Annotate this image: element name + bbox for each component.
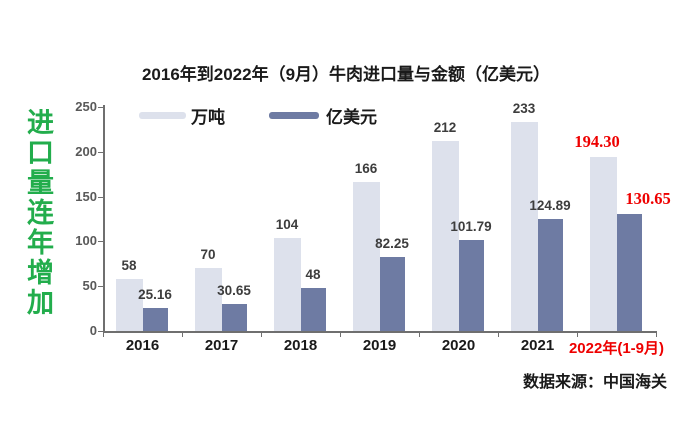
legend-label-amount: 亿美元 xyxy=(326,108,377,127)
bar-value-label: 130.65 xyxy=(625,188,671,208)
bar-value-label: 101.79 xyxy=(450,218,492,234)
y-axis-tick xyxy=(98,286,103,288)
x-axis-category-label: 2020 xyxy=(441,337,476,354)
x-axis-category-label: 2021 xyxy=(520,337,555,354)
x-axis-tick xyxy=(103,332,104,337)
x-axis-line xyxy=(103,331,657,333)
bar-value-label: 82.25 xyxy=(375,236,409,252)
left-banner-text: 进口量连年增加 xyxy=(23,108,53,318)
x-axis-category-label: 2019 xyxy=(362,337,397,354)
chart-title: 2016年到2022年（9月）牛肉进口量与金额（亿美元） xyxy=(141,65,551,84)
y-axis-tick xyxy=(98,151,103,153)
x-axis-tick xyxy=(182,332,183,337)
bar-volume-2022年(1-9月) xyxy=(589,156,617,331)
x-axis-category-label: 2018 xyxy=(283,337,318,354)
bar-value-label: 58 xyxy=(121,258,137,274)
bar-value-label: 166 xyxy=(354,161,378,177)
y-axis-tick-label: 100 xyxy=(75,233,97,249)
bar-value-label: 233 xyxy=(512,101,536,117)
bar-volume-2018 xyxy=(273,237,301,331)
bar-value-label: 124.89 xyxy=(529,198,571,214)
bar-value-label: 212 xyxy=(433,120,457,136)
x-axis-category-label: 2022年(1-9月) xyxy=(568,340,665,357)
x-axis-tick xyxy=(577,332,578,337)
bar-amount-2018 xyxy=(300,287,326,331)
bar-amount-2017 xyxy=(221,303,247,331)
y-axis-tick xyxy=(98,196,103,198)
legend-swatch-volume xyxy=(139,112,186,119)
bar-amount-2020 xyxy=(458,239,484,331)
x-axis-tick xyxy=(261,332,262,337)
y-axis-tick-label: 250 xyxy=(75,99,97,114)
bar-volume-2021 xyxy=(510,122,538,331)
bar-value-label: 48 xyxy=(305,266,321,282)
y-axis-tick-label: 50 xyxy=(82,278,97,294)
data-source-note: 数据来源：中国海关 xyxy=(522,374,667,391)
bar-amount-2021 xyxy=(537,219,563,331)
y-axis-line xyxy=(103,105,105,332)
bar-volume-2020 xyxy=(431,141,459,331)
bar-amount-2016 xyxy=(142,308,168,331)
bar-value-label: 30.65 xyxy=(217,282,251,298)
x-axis-tick xyxy=(656,332,657,337)
y-axis-tick xyxy=(98,331,103,332)
legend-swatch-amount xyxy=(269,112,319,119)
bar-volume-2016 xyxy=(115,279,143,331)
bar-value-label: 70 xyxy=(200,247,216,263)
y-axis-tick-label: 150 xyxy=(75,188,97,204)
y-axis-tick xyxy=(98,107,103,108)
bar-amount-2019 xyxy=(379,257,405,331)
x-axis-category-label: 2017 xyxy=(204,337,239,354)
x-axis-tick xyxy=(419,332,420,337)
bar-value-label: 104 xyxy=(275,216,299,232)
bar-amount-2022年(1-9月) xyxy=(616,213,642,331)
x-axis-tick xyxy=(498,332,499,337)
y-axis-tick-label: 200 xyxy=(75,143,97,159)
bar-volume-2019 xyxy=(352,182,380,331)
legend-label-volume: 万吨 xyxy=(191,108,225,127)
bar-value-label: 25.16 xyxy=(138,287,172,303)
x-axis-category-label: 2016 xyxy=(125,337,160,354)
y-axis-tick-label: 0 xyxy=(89,323,97,338)
x-axis-tick xyxy=(340,332,341,337)
bar-volume-2017 xyxy=(194,268,222,331)
y-axis-tick xyxy=(98,241,103,243)
bar-value-label: 194.30 xyxy=(574,131,620,151)
